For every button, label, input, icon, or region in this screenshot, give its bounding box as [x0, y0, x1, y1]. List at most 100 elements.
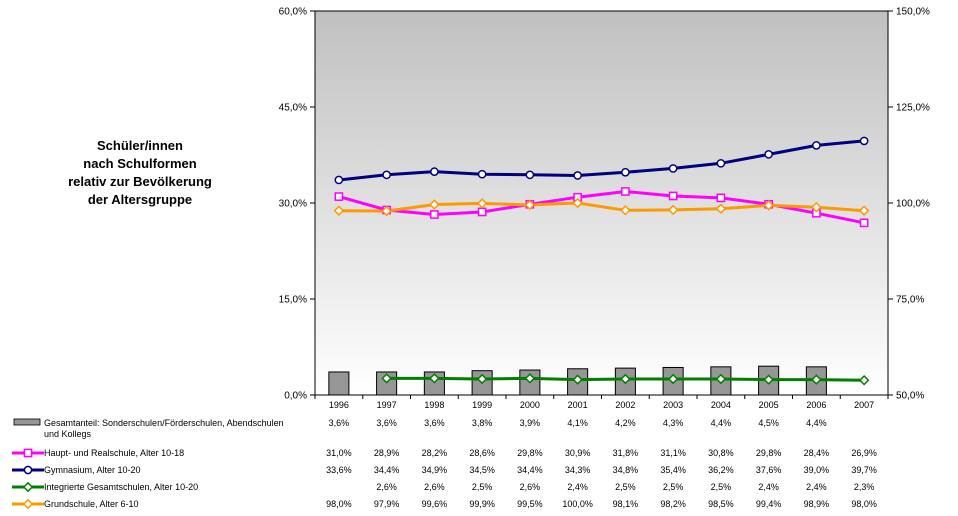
point-gymnasium: [334, 175, 344, 185]
table-cell-haupt: 28,2%: [422, 448, 448, 458]
point-gymnasium: [716, 158, 726, 168]
x-tick-label: 1997: [377, 400, 397, 410]
x-tick-label: 1999: [472, 400, 492, 410]
point-haupt: [621, 187, 630, 196]
point-haupt: [668, 191, 678, 201]
point-haupt: [716, 193, 726, 203]
point-gesamt: [429, 373, 440, 384]
table-cell-gymnasium: 36,2%: [708, 465, 734, 475]
plot-area: [314, 10, 889, 396]
legend-marker-grundschule: [22, 498, 34, 510]
table-cell-sonder: 4,2%: [615, 418, 636, 428]
table-cell-gesamt: 2,5%: [663, 482, 684, 492]
x-tick-label: 2005: [759, 400, 779, 410]
table-cell-gymnasium: 34,8%: [613, 465, 639, 475]
table-cell-haupt: 29,8%: [517, 448, 543, 458]
table-cell-sonder: 4,4%: [806, 418, 827, 428]
point-gymnasium: [621, 167, 630, 177]
point-gymnasium: [573, 171, 582, 180]
point-gesamt: [524, 373, 536, 384]
point-gymnasium: [477, 169, 487, 179]
table-cell-gesamt: 2,4%: [567, 482, 588, 492]
y-left-tick-label: 0,0%: [284, 391, 307, 402]
table-cell-haupt: 31,1%: [660, 448, 686, 458]
table-cell-gesamt: 2,3%: [854, 482, 875, 492]
table-cell-sonder: 3,6%: [376, 418, 397, 428]
point-gesamt: [620, 373, 631, 385]
table-cell-gesamt: 2,4%: [758, 482, 779, 492]
table-cell-haupt: 28,9%: [374, 448, 400, 458]
legend-label-sonder: und Kollegs: [44, 429, 92, 439]
point-grundschule: [429, 199, 440, 210]
y-left-tick-label: 60,0%: [279, 7, 307, 18]
table-cell-grundschule: 99,5%: [517, 499, 543, 509]
legend-key-sonder: [13, 418, 41, 426]
bar-sonder: [328, 371, 350, 396]
table-cell-haupt: 28,6%: [469, 448, 495, 458]
table-cell-gesamt: 2,5%: [711, 482, 732, 492]
table-cell-gesamt: 2,4%: [806, 482, 827, 492]
point-grundschule: [715, 203, 727, 215]
table-cell-haupt: 31,0%: [326, 448, 352, 458]
legend-marker-gymnasium: [23, 465, 33, 475]
table-cell-haupt: 26,9%: [851, 448, 877, 458]
table-cell-grundschule: 98,5%: [708, 499, 734, 509]
x-tick-label: 2003: [663, 400, 683, 410]
chart-title-line-2: nach Schulformen: [83, 156, 197, 171]
point-gymnasium: [859, 136, 869, 146]
table-cell-sonder: 4,1%: [567, 418, 588, 428]
table-cell-sonder: 3,6%: [329, 418, 350, 428]
table-cell-gymnasium: 34,4%: [374, 465, 400, 475]
point-gymnasium: [764, 150, 773, 159]
point-gesamt: [476, 373, 488, 385]
legend-label-gymnasium: Gymnasium, Alter 10-20: [44, 465, 141, 475]
point-gymnasium: [525, 170, 535, 180]
point-haupt: [859, 218, 869, 228]
point-gymnasium: [430, 167, 439, 176]
x-tick-label: 2006: [806, 400, 826, 410]
x-tick-label: 1998: [424, 400, 444, 410]
y-right-tick-label: 125,0%: [896, 103, 930, 114]
table-cell-gymnasium: 39,7%: [851, 465, 877, 475]
y-left-tick-label: 15,0%: [279, 295, 307, 306]
y-left-tick-label: 30,0%: [279, 199, 307, 210]
y-right-tick-label: 75,0%: [896, 295, 924, 306]
table-cell-gymnasium: 34,9%: [422, 465, 448, 475]
point-gymnasium: [812, 141, 821, 150]
x-tick-label: 2000: [520, 400, 540, 410]
table-cell-grundschule: 97,9%: [374, 499, 400, 509]
table-cell-gymnasium: 33,6%: [326, 465, 352, 475]
point-grundschule: [381, 205, 392, 217]
table-cell-sonder: 4,3%: [663, 418, 684, 428]
table-cell-gymnasium: 39,0%: [804, 465, 830, 475]
point-gymnasium: [382, 170, 391, 180]
point-grundschule: [476, 198, 488, 209]
table-cell-haupt: 29,8%: [756, 448, 782, 458]
table-cell-gymnasium: 37,6%: [756, 465, 782, 475]
y-left-tick-label: 45,0%: [279, 103, 307, 114]
table-cell-grundschule: 99,4%: [756, 499, 782, 509]
table-cell-gymnasium: 34,4%: [517, 465, 543, 475]
point-grundschule: [763, 200, 774, 211]
table-cell-grundschule: 98,9%: [804, 499, 830, 509]
line-gymnasium: [338, 139, 865, 182]
legend-label-haupt: Haupt- und Realschule, Alter 10-18: [44, 448, 184, 458]
x-tick-label: 1996: [329, 400, 349, 410]
table-cell-sonder: 4,4%: [711, 418, 732, 428]
point-grundschule: [858, 205, 870, 216]
table-cell-sonder: 3,9%: [520, 418, 541, 428]
x-tick-label: 2001: [568, 400, 588, 410]
table-cell-sonder: 3,6%: [424, 418, 445, 428]
legend-label-sonder: Gesamtanteil: Sonderschulen/Förderschule…: [44, 418, 284, 428]
x-tick-label: 2002: [615, 400, 635, 410]
point-gesamt: [715, 373, 727, 385]
legend-marker-haupt: [23, 448, 33, 458]
table-cell-gesamt: 2,5%: [615, 482, 636, 492]
point-gymnasium: [668, 164, 678, 173]
point-gesamt: [858, 375, 870, 386]
table-cell-grundschule: 98,0%: [851, 499, 877, 509]
table-cell-haupt: 28,4%: [804, 448, 830, 458]
table-cell-gesamt: 2,5%: [472, 482, 493, 492]
table-cell-sonder: 4,5%: [758, 418, 779, 428]
